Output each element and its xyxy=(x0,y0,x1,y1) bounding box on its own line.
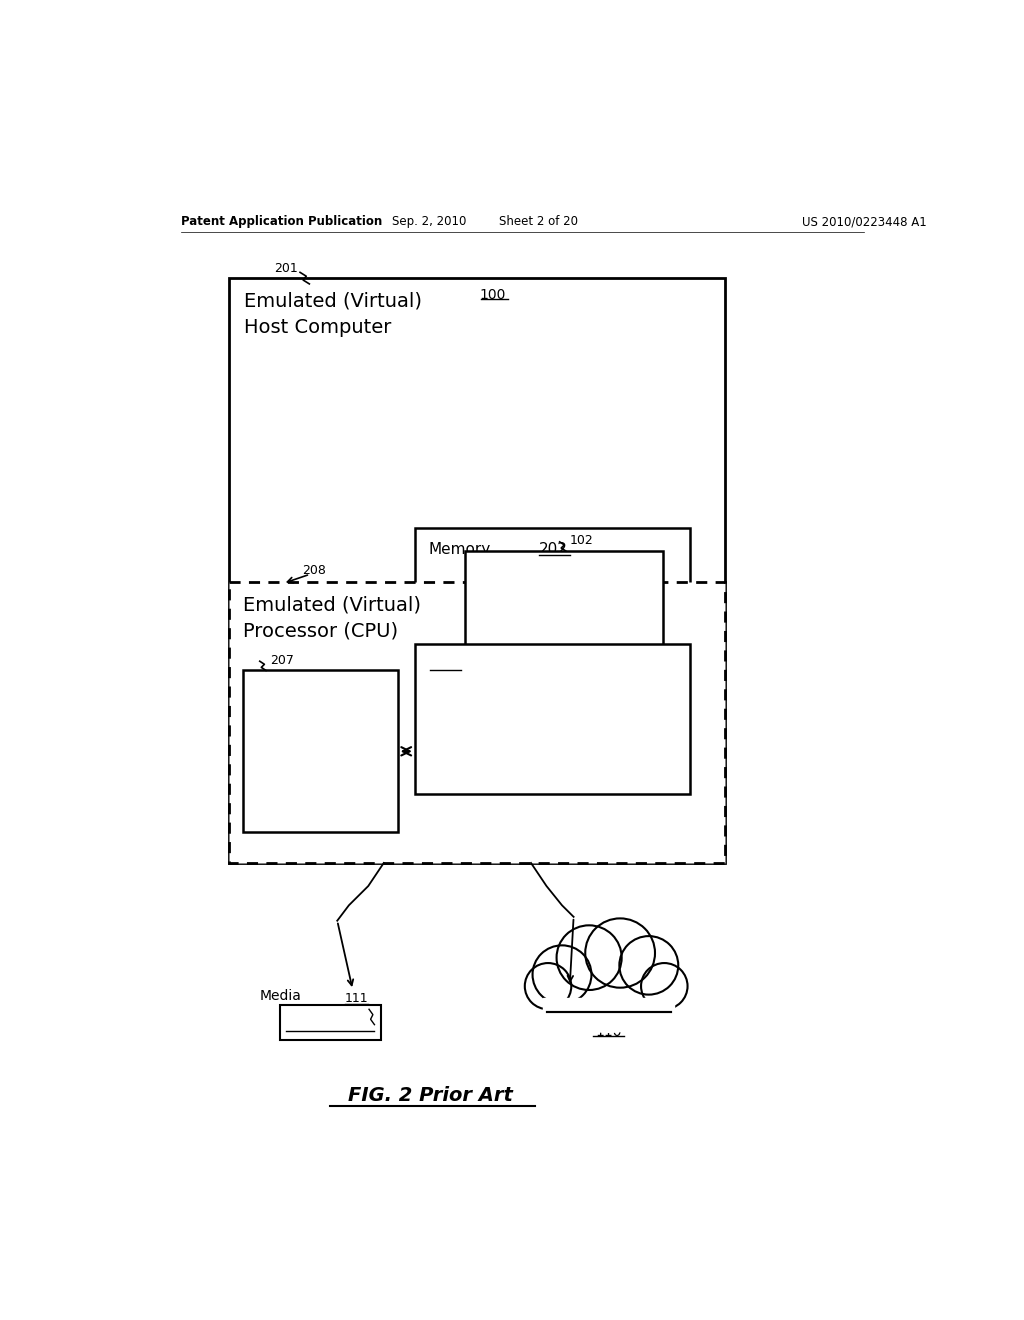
Circle shape xyxy=(557,925,622,990)
Text: 203: 203 xyxy=(430,657,457,672)
Text: Host Computer: Host Computer xyxy=(245,318,391,337)
Text: Memory: Memory xyxy=(429,543,490,557)
Bar xyxy=(280,1006,381,1040)
Ellipse shape xyxy=(543,948,675,1032)
Bar xyxy=(465,552,663,701)
Text: 100: 100 xyxy=(479,288,506,302)
Text: FIG. 2 Prior Art: FIG. 2 Prior Art xyxy=(348,1086,513,1105)
Text: 201: 201 xyxy=(273,261,297,275)
Bar xyxy=(243,671,397,832)
Bar xyxy=(228,277,725,863)
Text: 110: 110 xyxy=(595,1024,622,1039)
Text: 208: 208 xyxy=(302,564,327,577)
Circle shape xyxy=(532,945,592,1003)
Text: 102: 102 xyxy=(569,535,594,548)
Bar xyxy=(415,644,690,793)
Text: Emulated (Virtual): Emulated (Virtual) xyxy=(243,595,421,615)
Text: Computer
Memory
(Host): Computer Memory (Host) xyxy=(524,599,604,653)
Text: 202: 202 xyxy=(539,543,567,557)
Text: Processor (CPU): Processor (CPU) xyxy=(243,622,398,642)
Circle shape xyxy=(620,936,678,995)
Bar xyxy=(415,528,690,739)
Text: Media: Media xyxy=(260,989,302,1003)
Text: Emulation
Routines: Emulation Routines xyxy=(511,709,594,751)
Text: US 2010/0223448 A1: US 2010/0223448 A1 xyxy=(802,215,927,228)
Bar xyxy=(228,582,725,863)
Circle shape xyxy=(586,919,655,987)
Text: Sep. 2, 2010: Sep. 2, 2010 xyxy=(391,215,466,228)
Circle shape xyxy=(524,964,571,1010)
Text: Processor
Native
Instruction Set
Architecture ‘B’: Processor Native Instruction Set Archite… xyxy=(263,713,377,791)
Text: 207: 207 xyxy=(270,653,294,667)
Text: Sheet 2 of 20: Sheet 2 of 20 xyxy=(500,215,579,228)
Bar xyxy=(543,998,675,1020)
Text: Emulated (Virtual): Emulated (Virtual) xyxy=(245,292,422,310)
Text: Network: Network xyxy=(577,994,640,1008)
Text: 111: 111 xyxy=(345,993,369,1006)
Text: Patent Application Publication: Patent Application Publication xyxy=(180,215,382,228)
Circle shape xyxy=(641,964,687,1010)
